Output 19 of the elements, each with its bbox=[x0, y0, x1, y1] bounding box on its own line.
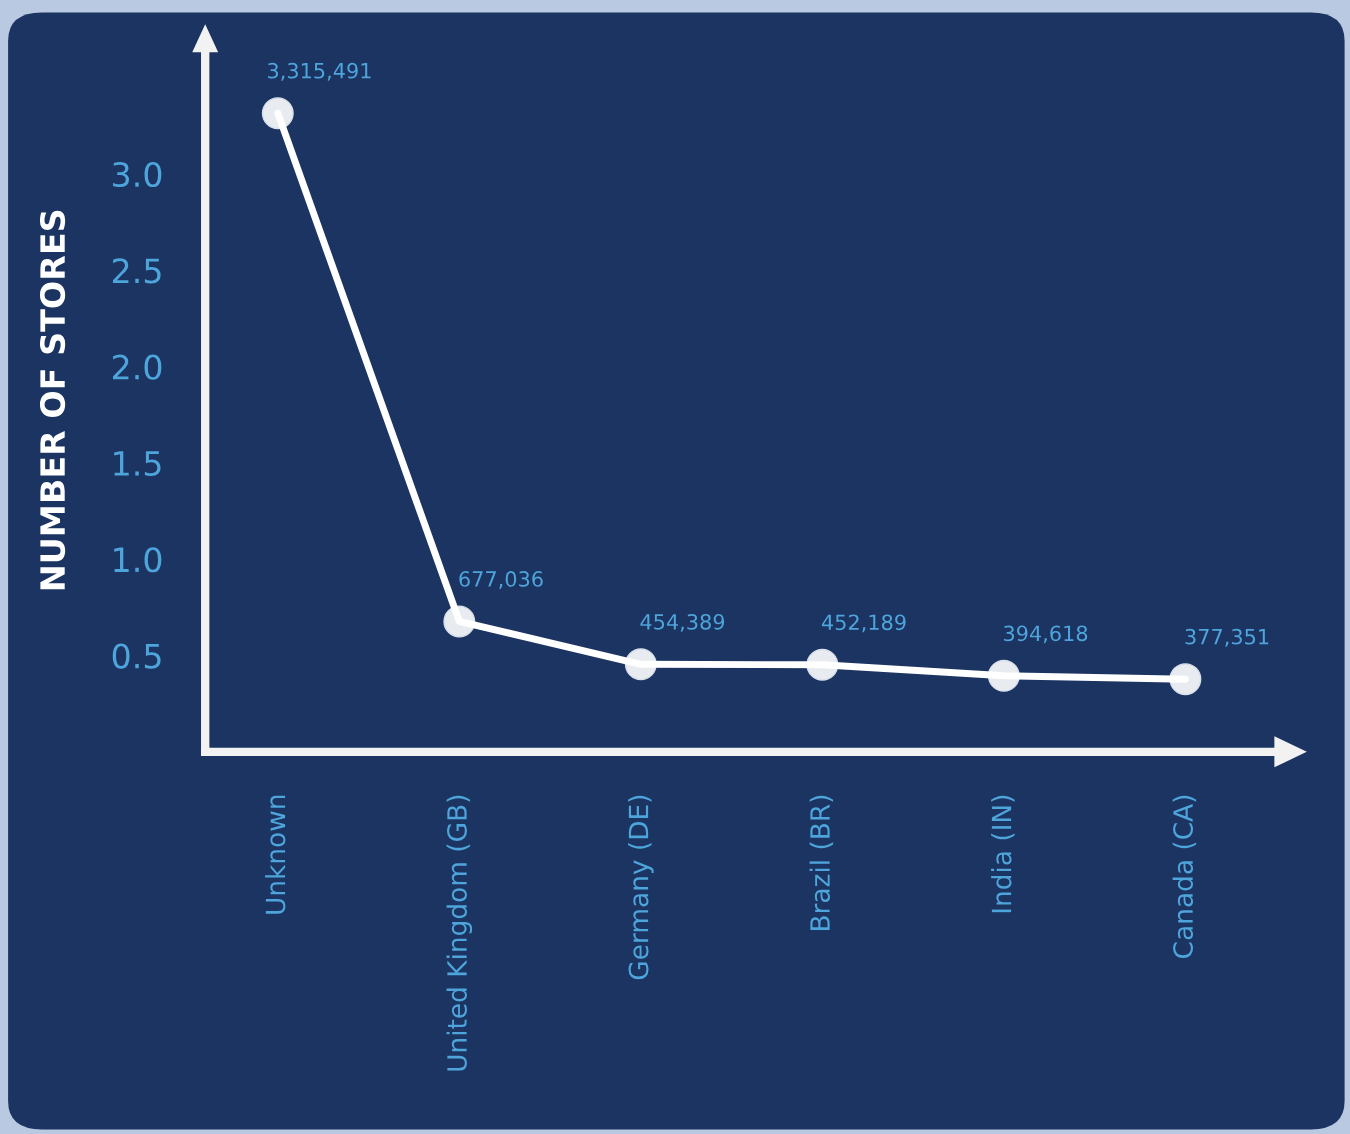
annotation: 377,351 bbox=[1185, 628, 1269, 647]
x-tick-label: Canada (CA) bbox=[1172, 795, 1197, 958]
annotation: 3,315,491 bbox=[268, 62, 371, 81]
y-axis-title: NUMBER OF STORES bbox=[39, 210, 66, 590]
annotation: 677,036 bbox=[459, 571, 543, 589]
x-tick-label: India (IN) bbox=[991, 795, 1015, 913]
annotation: 454,389 bbox=[640, 613, 725, 632]
y-tick-label: 2.0 bbox=[112, 354, 162, 380]
x-tick-label: Brazil (BR) bbox=[809, 795, 834, 930]
x-tick-label: Germany (DE) bbox=[628, 795, 654, 980]
y-tick-label: 1.0 bbox=[114, 547, 162, 573]
x-tick-label: United Kingdom (GB) bbox=[446, 795, 473, 1071]
y-tick-label: 3.0 bbox=[113, 161, 162, 188]
y-tick-label: 0.5 bbox=[112, 643, 161, 669]
x-tick-label: Unknown bbox=[265, 795, 286, 914]
annotation: 452,189 bbox=[821, 614, 906, 633]
y-tick-label: 2.5 bbox=[112, 258, 161, 284]
annotation: 394,618 bbox=[1004, 625, 1088, 644]
y-tick-label: 1.5 bbox=[114, 451, 161, 477]
